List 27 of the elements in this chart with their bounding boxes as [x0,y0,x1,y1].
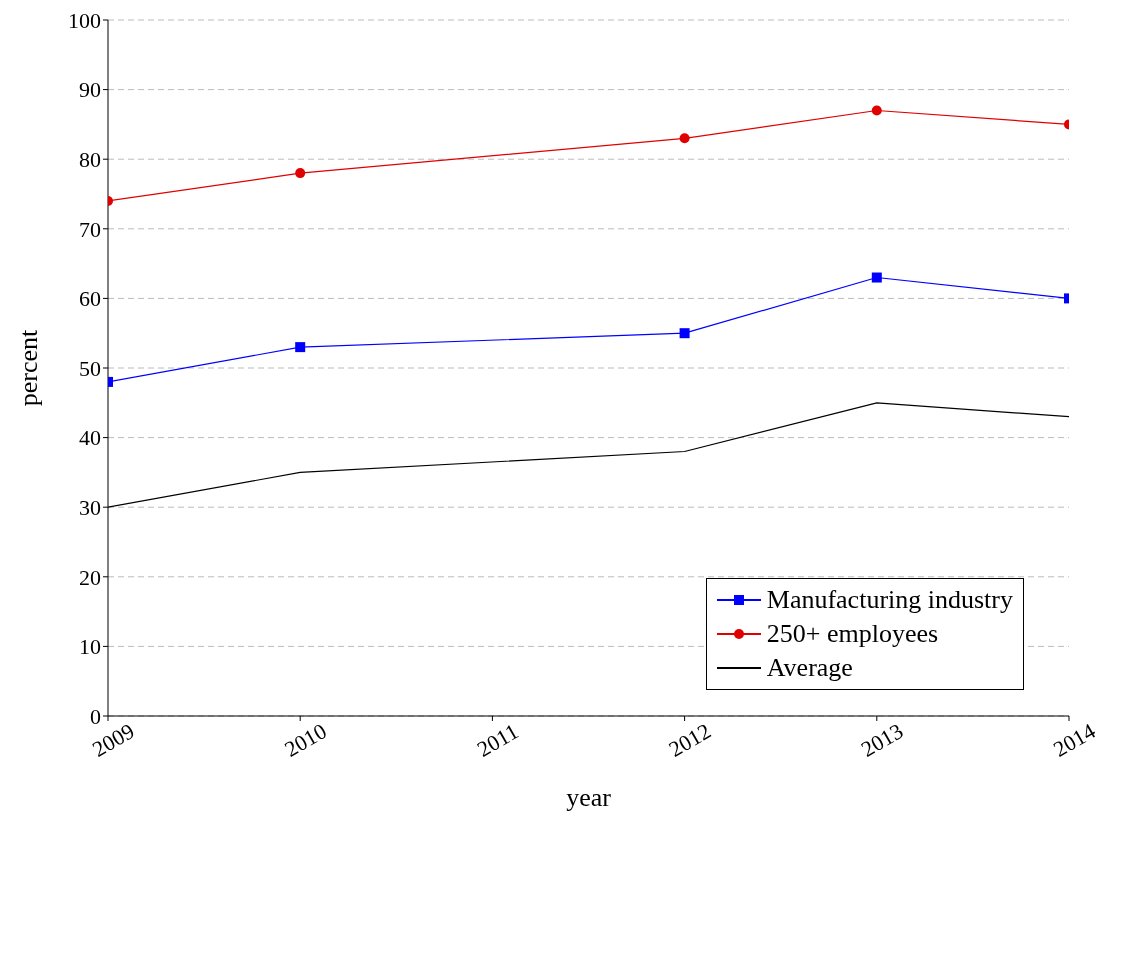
point [871,272,882,283]
y-tick-label: 70 [79,216,101,242]
legend-label: Average [766,652,854,684]
y-tick-label: 30 [79,495,101,521]
y-tick-label: 20 [79,564,101,590]
x-tick-label: 2013 [856,718,908,762]
y-tick-label: 80 [79,147,101,173]
y-axis-title: percent [14,328,44,407]
y-tick-label: 0 [90,703,101,729]
point [295,168,306,179]
y-tick-label: 40 [79,425,101,451]
point [679,328,690,339]
y-tick-label: 50 [79,355,101,381]
y-tick-label: 60 [79,286,101,312]
x-axis-title: year [566,783,612,812]
x-tick-label: 2014 [1048,718,1100,762]
point [295,342,306,353]
x-tick-label: 2012 [664,718,716,762]
x-tick-label: 2011 [472,718,523,762]
legend-label: 250+ employees [766,618,940,650]
legend-label: Manufacturing industry [766,584,1013,616]
point [871,105,882,116]
y-tick-label: 10 [79,634,101,660]
y-tick-label: 90 [79,77,101,103]
point [679,133,690,144]
y-tick-label: 100 [68,7,101,33]
x-tick-label: 2010 [280,718,331,762]
